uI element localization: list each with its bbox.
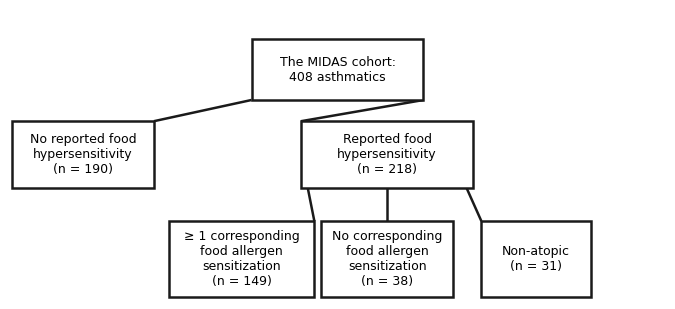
FancyBboxPatch shape [481, 221, 591, 297]
FancyBboxPatch shape [321, 221, 454, 297]
Text: No corresponding
food allergen
sensitization
(n = 38): No corresponding food allergen sensitiza… [332, 230, 442, 288]
FancyBboxPatch shape [11, 121, 154, 188]
FancyBboxPatch shape [169, 221, 315, 297]
Text: ≥ 1 corresponding
food allergen
sensitization
(n = 149): ≥ 1 corresponding food allergen sensitiz… [184, 230, 300, 288]
Text: No reported food
hypersensitivity
(n = 190): No reported food hypersensitivity (n = 1… [30, 133, 136, 176]
Text: Reported food
hypersensitivity
(n = 218): Reported food hypersensitivity (n = 218) [338, 133, 437, 176]
FancyBboxPatch shape [252, 40, 423, 100]
Text: The MIDAS cohort:
408 asthmatics: The MIDAS cohort: 408 asthmatics [279, 56, 396, 84]
FancyBboxPatch shape [301, 121, 473, 188]
Text: Non-atopic
(n = 31): Non-atopic (n = 31) [502, 245, 570, 273]
